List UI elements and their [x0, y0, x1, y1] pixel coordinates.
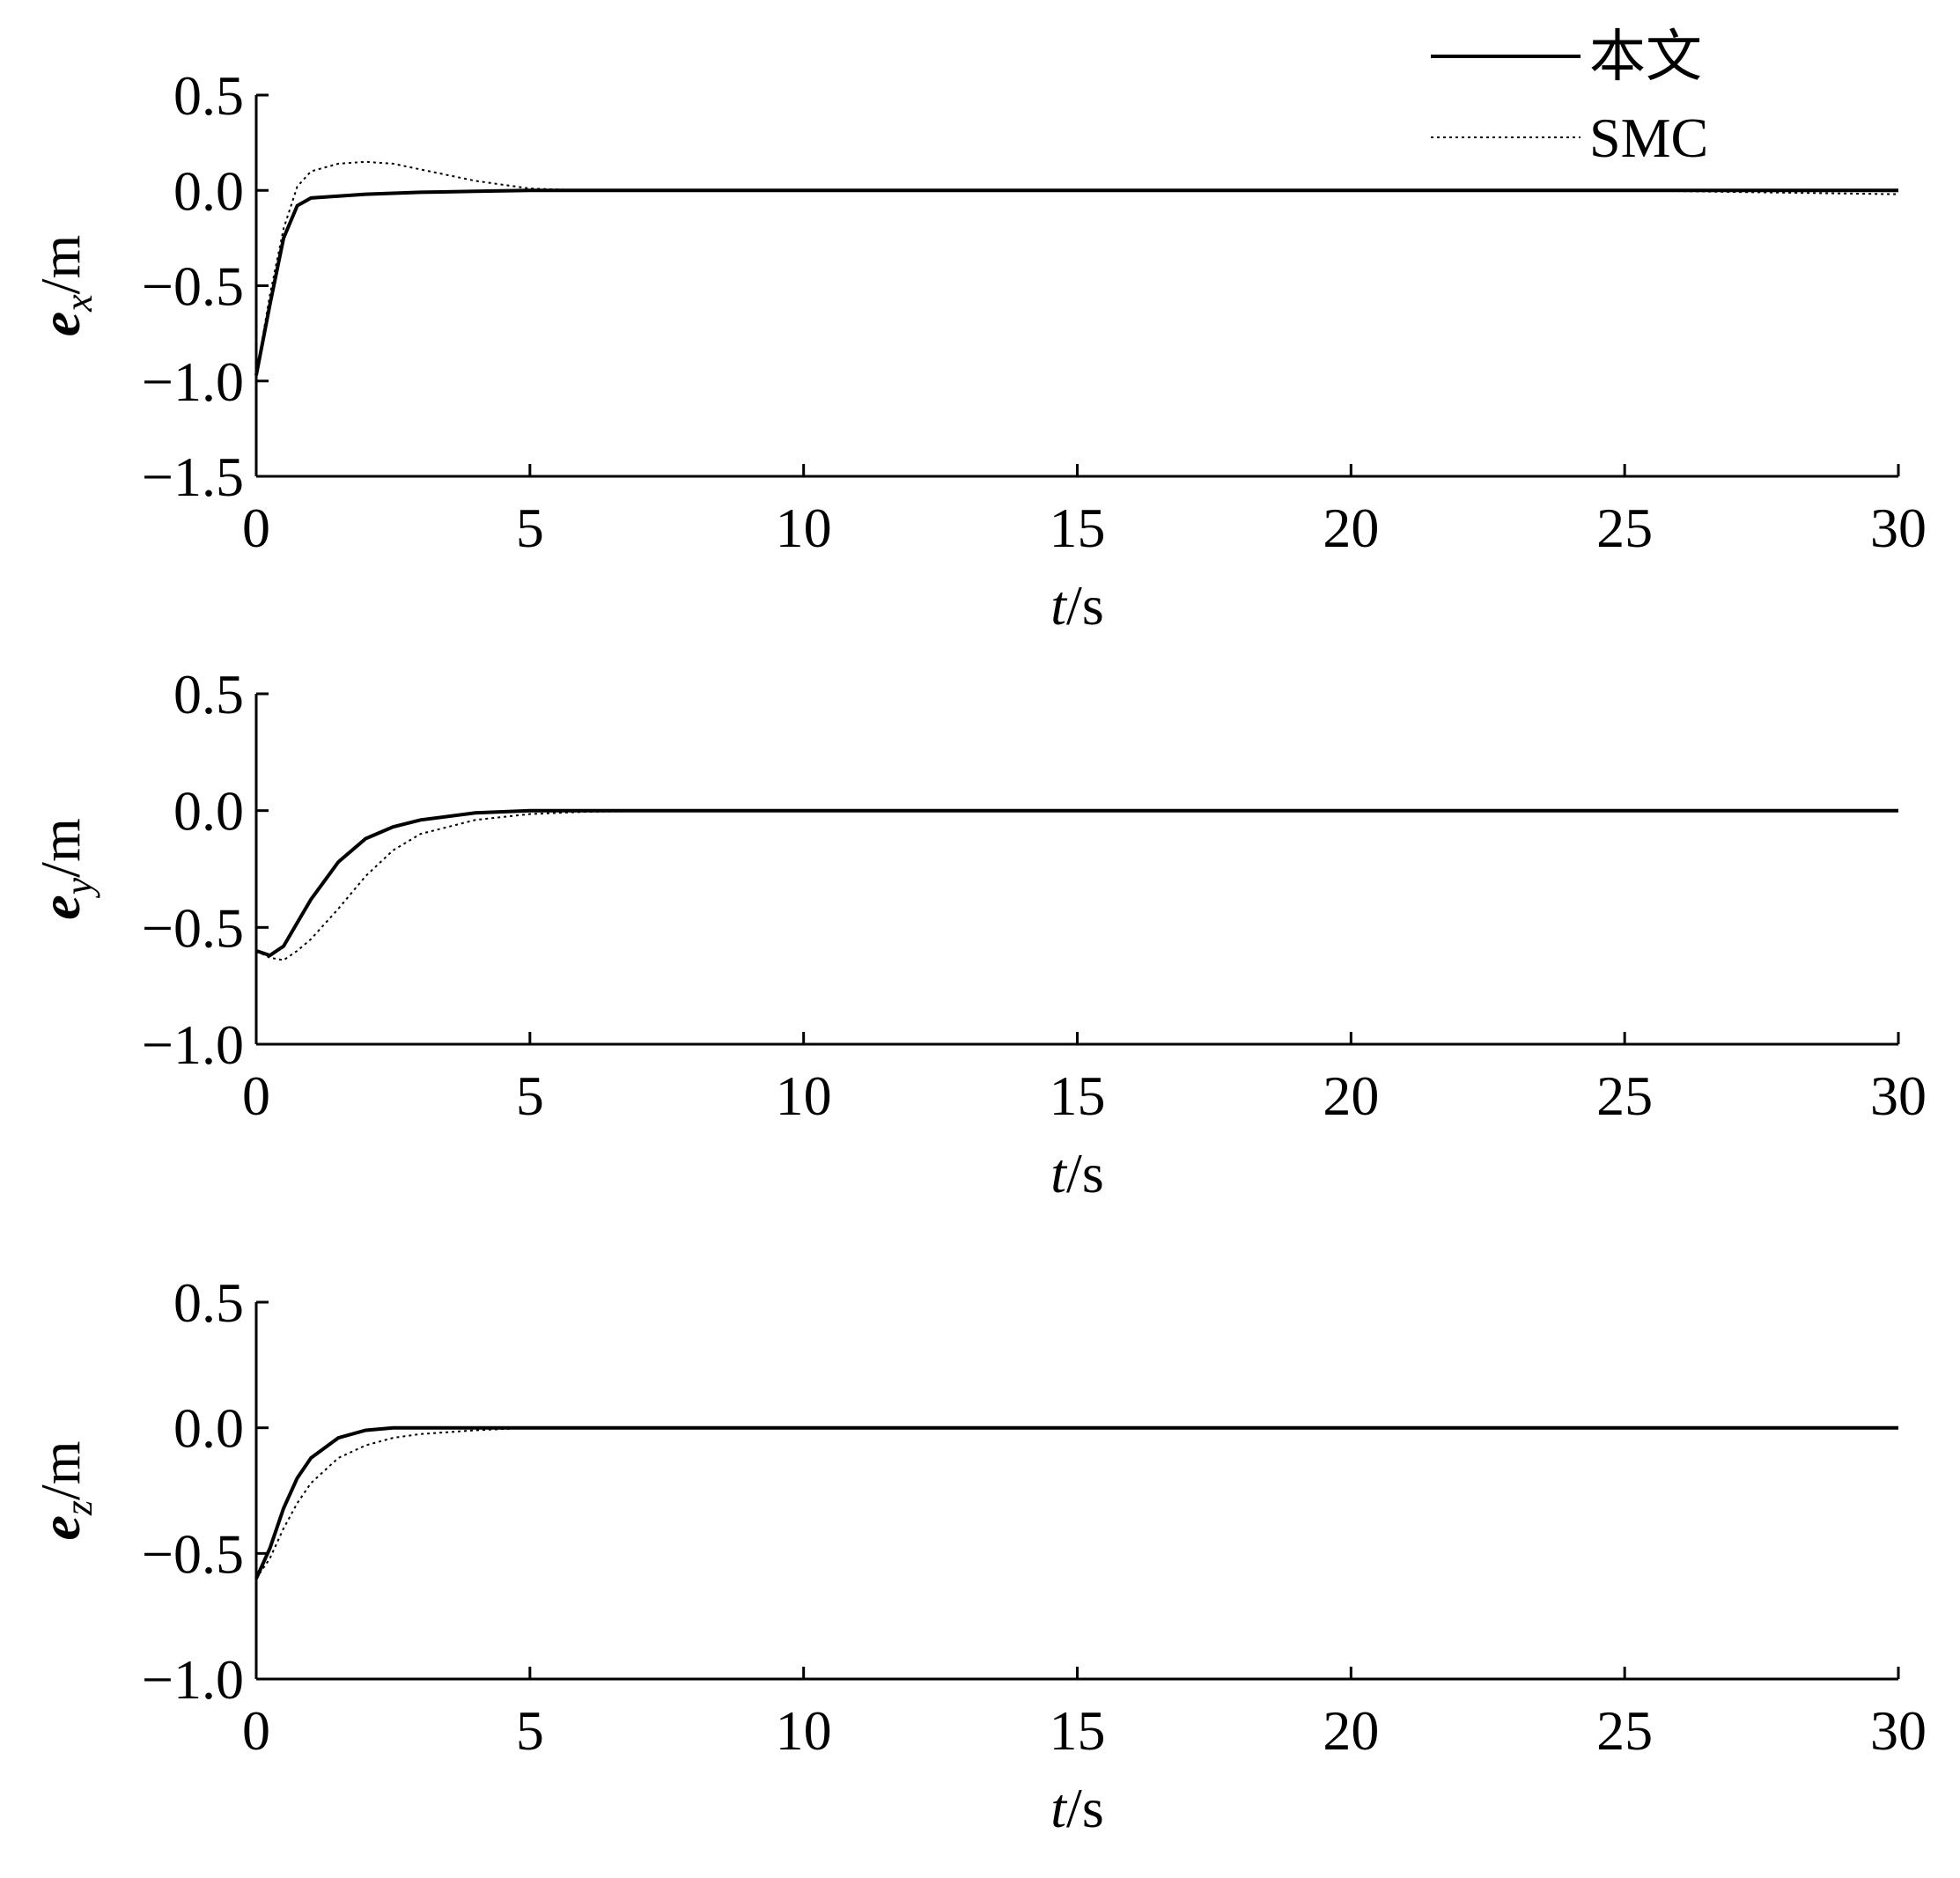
y-tick-label: −0.5	[142, 1522, 244, 1585]
y-tick-label: 0.0	[173, 1397, 244, 1460]
y-label-unit: /m	[29, 818, 92, 878]
x-tick-label: 0	[242, 497, 270, 559]
y-tick-label: −1.0	[142, 350, 244, 413]
x-tick-label: 20	[1323, 1699, 1379, 1762]
x-tick-label: 5	[516, 1699, 544, 1762]
x-tick-label: 10	[776, 1699, 832, 1762]
x-tick-label: 0	[242, 1699, 270, 1762]
y-label-sub: x	[57, 294, 100, 313]
x-tick-label: 10	[776, 497, 832, 559]
y-tick-label: −1.0	[142, 1648, 244, 1711]
x-label-var: t	[1050, 1777, 1068, 1839]
y-label-var: e	[29, 895, 92, 919]
legend-label: 本文	[1589, 26, 1702, 88]
x-tick-label: 10	[776, 1064, 832, 1127]
x-label-unit: /s	[1066, 1777, 1104, 1839]
y-tick-label: 0.0	[173, 159, 244, 222]
x-label-unit: /s	[1066, 1142, 1104, 1204]
x-tick-label: 30	[1870, 497, 1927, 559]
series-line	[254, 1425, 1898, 1580]
y-label-var: e	[29, 1515, 92, 1540]
series-line	[254, 188, 1898, 376]
x-tick-label: 15	[1050, 1699, 1106, 1762]
x-tick-label: 25	[1596, 1699, 1653, 1762]
x-axis-label: t/s	[1050, 574, 1103, 637]
y-label-sub: y	[57, 877, 100, 898]
x-axis-label: t/s	[1050, 1142, 1103, 1204]
x-tick-label: 15	[1050, 497, 1106, 559]
y-axis-label: ex/m	[29, 235, 100, 337]
y-tick-label: 0.5	[173, 64, 244, 127]
x-tick-label: 30	[1870, 1699, 1927, 1762]
x-tick-label: 15	[1050, 1064, 1106, 1127]
y-tick-label: 0.5	[173, 663, 244, 725]
x-tick-label: 30	[1870, 1064, 1927, 1127]
x-tick-label: 20	[1323, 497, 1379, 559]
y-label-var: e	[29, 312, 92, 336]
series-line	[255, 809, 1898, 961]
y-label-unit: /m	[29, 235, 92, 295]
y-tick-label: −0.5	[142, 255, 244, 318]
x-label-var: t	[1050, 1142, 1068, 1204]
legend-label: SMC	[1589, 107, 1708, 169]
y-tick-label: −1.5	[142, 446, 244, 508]
x-tick-label: 20	[1323, 1064, 1379, 1127]
x-tick-label: 5	[516, 497, 544, 559]
y-tick-label: −1.0	[142, 1013, 244, 1076]
x-tick-label: 0	[242, 1064, 270, 1127]
x-tick-label: 25	[1596, 1064, 1653, 1127]
y-label-sub: z	[57, 1500, 100, 1516]
x-label-unit: /s	[1066, 574, 1104, 637]
y-axis-label: ez/m	[29, 1440, 100, 1540]
y-tick-label: 0.0	[173, 780, 244, 843]
series-line	[255, 1426, 1898, 1580]
series-line	[255, 808, 1898, 958]
series-line	[255, 160, 1899, 376]
x-label-var: t	[1050, 574, 1068, 637]
y-tick-label: 0.5	[173, 1271, 244, 1334]
y-label-unit: /m	[29, 1440, 92, 1500]
x-axis-label: t/s	[1050, 1777, 1103, 1839]
x-tick-label: 25	[1596, 497, 1653, 559]
y-tick-label: −0.5	[142, 896, 244, 959]
y-axis-label: ey/m	[29, 818, 100, 920]
x-tick-label: 5	[516, 1064, 544, 1127]
